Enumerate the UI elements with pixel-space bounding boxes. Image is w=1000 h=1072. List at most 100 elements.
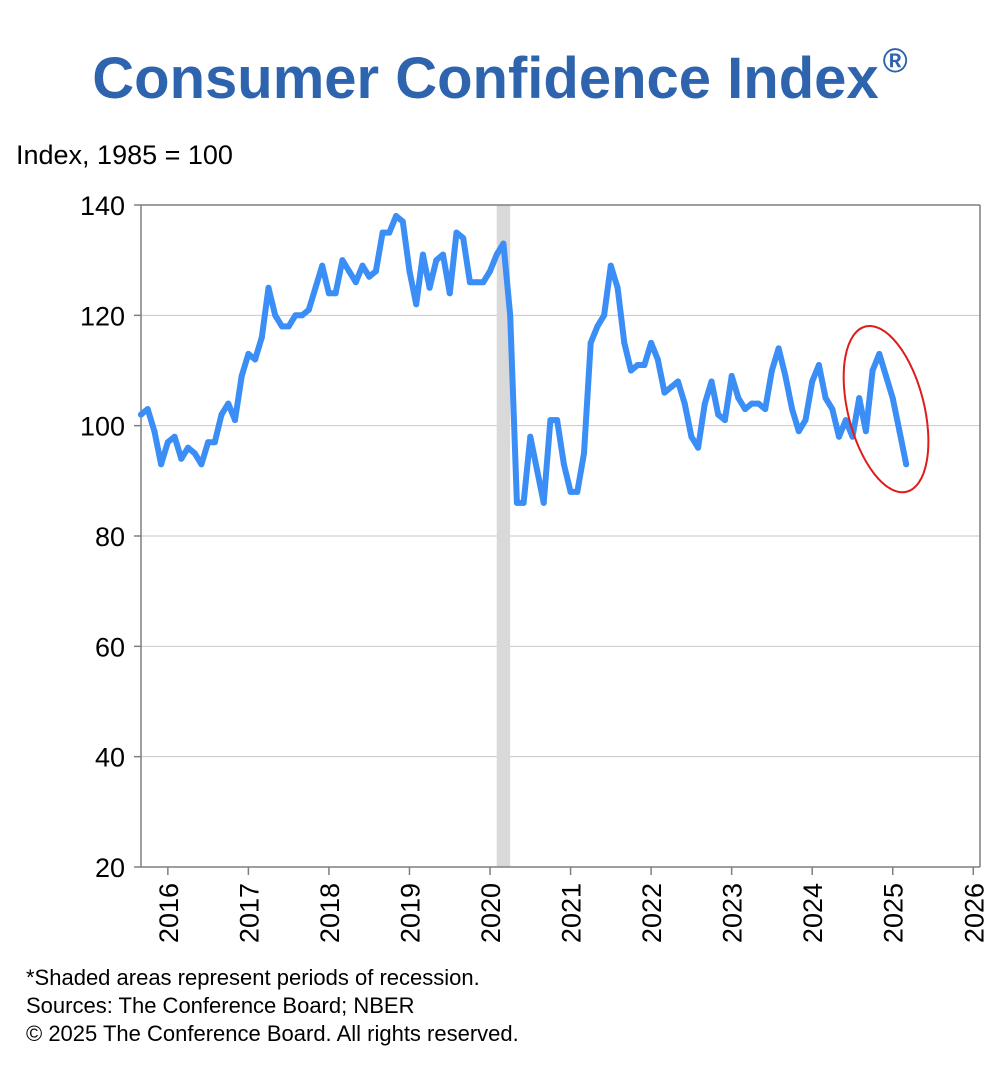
x-tick-label-2022: 2022	[637, 883, 667, 943]
data-point-2021-01	[567, 488, 574, 495]
data-point-2021-09	[621, 339, 628, 346]
data-point-2016-04	[184, 444, 191, 451]
data-point-2021-10	[627, 367, 634, 374]
x-tick-label-2017: 2017	[234, 883, 264, 943]
data-point-2022-05	[674, 378, 681, 385]
data-point-2017-01	[245, 350, 252, 357]
data-point-2016-07	[205, 439, 212, 446]
x-tick-label-2021: 2021	[557, 883, 587, 943]
data-point-2021-11	[634, 361, 641, 368]
data-point-2021-02	[574, 488, 581, 495]
x-tick-label-2018: 2018	[315, 883, 345, 943]
data-point-2016-02	[171, 433, 178, 440]
data-point-2020-03	[500, 240, 507, 247]
data-point-2015-10	[144, 406, 151, 413]
data-point-2024-09	[862, 428, 869, 435]
data-point-2016-09	[218, 411, 225, 418]
highlight-ellipse	[842, 324, 930, 494]
data-point-2019-02	[413, 301, 420, 308]
data-point-2019-11	[473, 279, 480, 286]
data-point-2018-09	[379, 229, 386, 236]
x-tick-label-2020: 2020	[476, 883, 506, 943]
data-point-2022-07	[688, 433, 695, 440]
data-point-2023-01	[728, 373, 735, 380]
data-point-2025-03	[903, 461, 910, 468]
data-point-2017-03	[258, 334, 265, 341]
data-point-2019-07	[446, 290, 453, 297]
x-tick-label-2016: 2016	[154, 883, 184, 943]
data-point-2023-11	[795, 428, 802, 435]
data-point-2023-07	[768, 367, 775, 374]
data-point-2015-11	[151, 428, 158, 435]
recession-layer	[496, 205, 511, 867]
chart-title-text: Consumer Confidence Index	[92, 46, 879, 111]
data-point-2022-01	[648, 339, 655, 346]
x-tick-label-2026: 2026	[959, 883, 989, 943]
data-point-2024-05	[836, 433, 843, 440]
data-point-2018-06	[359, 262, 366, 269]
x-tick-label-2023: 2023	[718, 883, 748, 943]
data-point-2020-09	[540, 499, 547, 506]
series-layer	[138, 213, 910, 506]
y-tick-label-60: 60	[95, 632, 125, 662]
data-point-2021-04	[587, 339, 594, 346]
data-point-2019-01	[406, 268, 413, 275]
data-point-2024-03	[822, 395, 829, 402]
data-point-2016-12	[238, 373, 245, 380]
data-point-2015-12	[158, 461, 165, 468]
data-point-2020-08	[534, 466, 541, 473]
data-point-2019-04	[426, 284, 433, 291]
data-point-2024-12	[883, 373, 890, 380]
data-point-2023-08	[775, 345, 782, 352]
data-point-2017-06	[278, 323, 285, 330]
data-point-2024-06	[842, 417, 849, 424]
data-point-2016-05	[191, 450, 198, 457]
data-point-2019-10	[466, 279, 473, 286]
copyright-note: © 2025 The Conference Board. All rights …	[26, 1021, 519, 1046]
data-point-2023-05	[755, 400, 762, 407]
data-point-2018-11	[393, 213, 400, 220]
chart-title: Consumer Confidence Index ®	[0, 42, 1000, 112]
data-point-2025-02	[896, 428, 903, 435]
data-point-2016-11	[231, 417, 238, 424]
data-point-2022-12	[721, 417, 728, 424]
data-point-2017-08	[292, 312, 299, 319]
data-point-2020-01	[487, 268, 494, 275]
data-point-2020-07	[527, 433, 534, 440]
data-point-2017-04	[265, 284, 272, 291]
data-point-2018-04	[346, 268, 353, 275]
chart-footer: *Shaded areas represent periods of reces…	[26, 964, 519, 1048]
data-point-2019-05	[433, 257, 440, 264]
data-point-2024-10	[869, 367, 876, 374]
data-point-2018-03	[339, 257, 346, 264]
data-point-2023-02	[735, 395, 742, 402]
x-tick-label-2024: 2024	[798, 883, 828, 943]
y-axis-label: Index, 1985 = 100	[16, 140, 233, 170]
data-point-2017-11	[312, 284, 319, 291]
data-point-2023-09	[782, 373, 789, 380]
data-point-2018-07	[366, 273, 373, 280]
recession-note: *Shaded areas represent periods of reces…	[26, 965, 480, 990]
data-point-2022-08	[695, 444, 702, 451]
data-point-2020-10	[547, 417, 554, 424]
data-point-2018-02	[332, 290, 339, 297]
data-point-2016-08	[211, 439, 218, 446]
data-point-2024-02	[815, 361, 822, 368]
data-point-2022-02	[654, 356, 661, 363]
data-point-2017-10	[305, 306, 312, 313]
data-point-2019-03	[419, 251, 426, 258]
data-point-2021-06	[601, 312, 608, 319]
highlight-layer	[842, 324, 930, 494]
data-point-2021-12	[641, 361, 648, 368]
y-tick-label-20: 20	[95, 853, 125, 883]
y-tick-label-100: 100	[80, 412, 125, 442]
data-point-2017-07	[285, 323, 292, 330]
data-point-2020-11	[554, 417, 561, 424]
data-point-2022-06	[681, 400, 688, 407]
data-point-2020-05	[513, 499, 520, 506]
data-point-2018-01	[325, 290, 332, 297]
data-point-2023-10	[789, 406, 796, 413]
x-tick-label-2019: 2019	[395, 883, 425, 943]
data-point-2020-06	[520, 499, 527, 506]
data-point-2022-09	[701, 400, 708, 407]
